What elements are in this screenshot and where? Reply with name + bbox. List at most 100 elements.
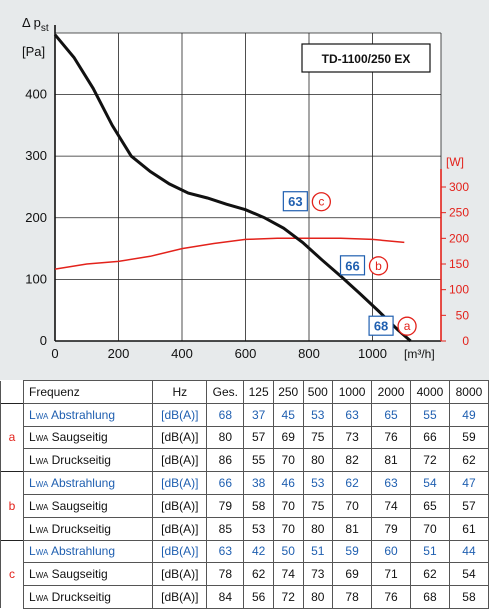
value-cell: 76 — [371, 585, 411, 609]
value-cell: 76 — [371, 425, 411, 450]
header-frequenz: Frequenz — [22, 380, 154, 404]
y2-tick-label: 0 — [462, 334, 469, 348]
value-cell: 69 — [272, 425, 304, 450]
value-cell: 72 — [410, 448, 450, 473]
plot-background — [55, 33, 441, 341]
value-cell: 49 — [448, 402, 489, 427]
row-label: LWA Saugseitig — [22, 493, 154, 518]
y-tick-label: 200 — [25, 210, 47, 225]
value-cell: 68 — [206, 402, 245, 427]
value-cell: 45 — [272, 402, 304, 427]
header-cell: 8000 — [448, 380, 489, 404]
value-cell: 72 — [272, 585, 304, 609]
value-cell: 59 — [448, 425, 489, 450]
x-tick-label: 400 — [171, 346, 193, 361]
value-cell: 80 — [302, 585, 334, 609]
value-cell: 70 — [272, 448, 304, 473]
table-row: LWA Abstrahlung [dB(A)] 68 37 45 53 63 65 55 49 — [0, 402, 489, 427]
x-tick-label: 1000 — [358, 346, 387, 361]
value-cell: 54 — [410, 471, 450, 495]
y2-tick-label: 300 — [449, 180, 469, 194]
table-row: a LWA Saugseitig [dB(A)] 80 57 69 75 73 76 66 59 — [0, 425, 489, 450]
value-cell: 57 — [448, 493, 489, 518]
row-label: LWA Druckseitig — [22, 585, 154, 609]
model-label-box — [301, 43, 431, 73]
noise-level-box — [282, 191, 308, 212]
unit-cell: [dB(A)] — [152, 516, 208, 541]
value-cell: 51 — [410, 539, 450, 564]
row-label: LWA Abstrahlung — [22, 402, 154, 427]
unit-cell: [dB(A)] — [152, 448, 208, 473]
header-cell: 1000 — [332, 380, 373, 404]
value-cell: 37 — [243, 402, 274, 427]
row-label: LWA Saugseitig — [22, 562, 154, 587]
value-cell: 80 — [302, 516, 334, 541]
y-tick-label: 300 — [25, 148, 47, 163]
value-cell: 42 — [243, 539, 274, 564]
table-row: c LWA Saugseitig [dB(A)] 78 62 74 73 69 71 62 54 — [0, 562, 489, 587]
value-cell: 78 — [332, 585, 373, 609]
value-cell: 80 — [302, 448, 334, 473]
value-cell: 68 — [410, 585, 450, 609]
table-row: LWA Druckseitig [dB(A)] 84 56 72 80 78 76 68 58 — [0, 585, 489, 609]
value-cell: 75 — [302, 493, 334, 518]
value-cell: 55 — [243, 448, 274, 473]
noise-level-label: 68 — [374, 319, 388, 334]
value-cell: 73 — [332, 425, 373, 450]
value-cell: 70 — [272, 493, 304, 518]
chart-area: 0 100 200 300 400 0 200 400 600 800 1000 [m³/h] Δ ps… — [0, 0, 489, 380]
table-row: LWA Druckseitig [dB(A)] 85 53 70 80 81 79 70 61 — [0, 516, 489, 541]
unit-cell: [dB(A)] — [152, 562, 208, 587]
value-cell: 62 — [332, 471, 373, 495]
noise-level-label: 66 — [345, 258, 359, 273]
value-cell: 66 — [206, 471, 245, 495]
value-cell: 65 — [371, 402, 411, 427]
header-cell: 500 — [302, 380, 334, 404]
value-cell: 59 — [332, 539, 373, 564]
noise-level-box — [339, 255, 366, 276]
y2-tick-label: 50 — [456, 308, 470, 322]
row-label: LWA Druckseitig — [22, 448, 154, 473]
value-cell: 66 — [410, 425, 450, 450]
value-cell: 44 — [448, 539, 489, 564]
value-cell: 78 — [206, 562, 245, 587]
value-cell: 79 — [206, 493, 245, 518]
header-cell: 125 — [243, 380, 274, 404]
y-axis-unit: [Pa] — [22, 44, 45, 59]
value-cell: 61 — [448, 516, 489, 541]
unit-cell: [dB(A)] — [152, 585, 208, 609]
table-header-row: Frequenz Hz Ges. 125 250 500 1000 2000 4000 8000 — [0, 380, 489, 404]
value-cell: 47 — [448, 471, 489, 495]
header-cell: Hz — [152, 380, 208, 404]
row-label: LWA Abstrahlung — [22, 539, 154, 564]
y2-axis-label: [W] — [446, 155, 464, 169]
x-tick-label: 600 — [235, 346, 257, 361]
y-tick-label: 100 — [25, 271, 47, 286]
value-cell: 55 — [410, 402, 450, 427]
value-cell: 85 — [206, 516, 245, 541]
value-cell: 63 — [332, 402, 373, 427]
operating-point-letter: a — [404, 319, 411, 333]
value-cell: 81 — [332, 516, 373, 541]
value-cell: 53 — [243, 516, 274, 541]
model-label: TD-1100/250 EX — [322, 52, 411, 66]
noise-data-table: Frequenz Hz Ges. 125 250 500 1000 2000 4000 8000 L… — [0, 380, 489, 609]
table-row: LWA Abstrahlung [dB(A)] 66 38 46 53 62 63 54 47 — [0, 471, 489, 495]
group-letter-cell — [0, 539, 24, 563]
value-cell: 69 — [332, 562, 373, 587]
x-tick-label: 0 — [51, 346, 58, 361]
group-letter-cell: c — [0, 562, 24, 586]
value-cell: 58 — [243, 493, 274, 518]
value-cell: 80 — [206, 425, 245, 450]
value-cell: 54 — [448, 562, 489, 587]
value-cell: 62 — [243, 562, 274, 587]
header-cell: 250 — [272, 380, 304, 404]
operating-point-circle — [397, 316, 417, 336]
operating-point-circle — [311, 192, 332, 212]
table-row: LWA Druckseitig [dB(A)] 86 55 70 80 82 81 72 62 — [0, 448, 489, 473]
value-cell: 79 — [371, 516, 411, 541]
value-cell: 70 — [332, 493, 373, 518]
group-letter-cell — [0, 402, 24, 427]
row-label: LWA Druckseitig — [22, 516, 154, 541]
